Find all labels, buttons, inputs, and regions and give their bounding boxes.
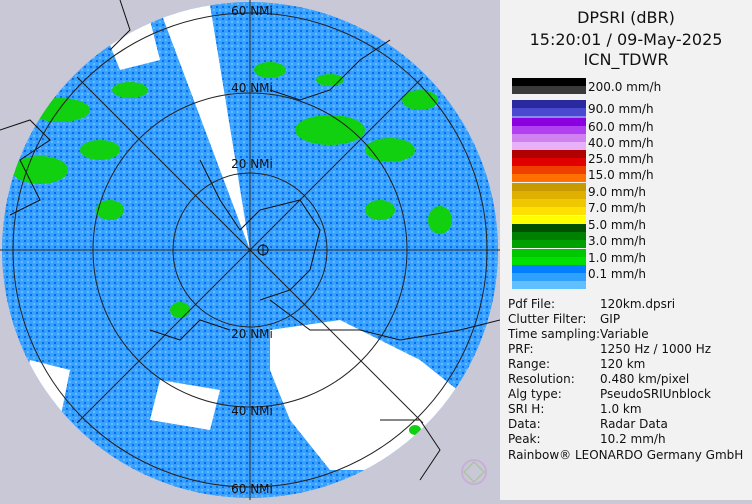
legend-swatch — [512, 224, 586, 232]
radar-map: 60 NMi 40 NMi 20 NMi 20 NMi 40 NMi 60 NM… — [0, 0, 501, 500]
info-value: 1250 Hz / 1000 Hz — [600, 342, 712, 356]
beam-blockage-wedge — [160, 5, 250, 250]
legend-swatch — [512, 78, 586, 86]
product-title: DPSRI (dBR) — [577, 8, 675, 27]
legend-label: 5.0 mm/h — [588, 218, 646, 232]
legend-swatch — [512, 142, 586, 150]
radar-svg: 60 NMi 40 NMi 20 NMi 20 NMi 40 NMi 60 NM… — [0, 0, 501, 500]
footer-credit: Rainbow® LEONARDO Germany GmbH — [508, 448, 744, 462]
info-key: Range: — [508, 357, 551, 371]
range-rings — [0, 0, 500, 500]
radar-site-marker — [257, 244, 269, 256]
legend-swatch — [512, 273, 586, 281]
legend-label: 200.0 mm/h — [588, 80, 662, 94]
legend-label: 15.0 mm/h — [588, 168, 654, 182]
info-key: Peak: — [508, 432, 541, 446]
site-title: ICN_TDWR — [583, 50, 669, 69]
legend-swatch — [512, 232, 586, 240]
info-value: 10.2 mm/h — [600, 432, 666, 446]
legend-swatch — [512, 126, 586, 134]
legend-swatch — [512, 166, 586, 174]
legend-swatch — [512, 86, 586, 94]
legend-swatch — [512, 118, 586, 126]
info-value: Variable — [600, 327, 649, 341]
legend-swatch — [512, 216, 586, 224]
leonardo-logo — [461, 459, 487, 485]
legend-swatch — [512, 191, 586, 199]
info-value: GIP — [600, 312, 621, 326]
legend-label: 0.1 mm/h — [588, 267, 646, 281]
info-value: 1.0 km — [600, 402, 642, 416]
legend-swatch — [512, 174, 586, 182]
info-value: Radar Data — [600, 417, 668, 431]
legend-label: 90.0 mm/h — [588, 102, 654, 116]
info-value: 0.480 km/pixel — [600, 372, 690, 386]
legend-swatch — [512, 207, 586, 215]
datetime-title: 15:20:01 / 09-May-2025 — [529, 30, 723, 49]
legend-swatch — [512, 158, 586, 166]
legend-swatch — [512, 108, 586, 116]
legend-swatch — [512, 265, 586, 273]
legend-swatch — [512, 134, 586, 142]
info-key: Data: — [508, 417, 541, 431]
info-key: Pdf File: — [508, 297, 556, 311]
info-key: SRI H: — [508, 402, 545, 416]
info-value: 120km.dpsri — [600, 297, 676, 311]
legend-label: 9.0 mm/h — [588, 185, 646, 199]
info-key: PRF: — [508, 342, 534, 356]
legend-swatch — [512, 249, 586, 257]
ring-label-20-bottom: 20 NMi — [231, 327, 273, 341]
legend-label: 25.0 mm/h — [588, 152, 654, 166]
legend-swatch — [512, 257, 586, 265]
info-key: Resolution: — [508, 372, 575, 386]
legend-swatch — [512, 183, 586, 191]
legend-label: 40.0 mm/h — [588, 136, 654, 150]
ring-label-60-bottom: 60 NMi — [231, 482, 273, 496]
legend-label: 1.0 mm/h — [588, 251, 646, 265]
ring-label-60-top: 60 NMi — [231, 4, 273, 18]
legend-swatch — [512, 281, 586, 289]
info-value: 120 km — [600, 357, 646, 371]
legend-swatch — [512, 100, 586, 108]
info-key: Alg type: — [508, 387, 562, 401]
ring-label-20-top: 20 NMi — [231, 157, 273, 171]
ring-label-40-top: 40 NMi — [231, 81, 273, 95]
legend-label: 60.0 mm/h — [588, 120, 654, 134]
no-data-area — [150, 380, 220, 430]
legend-swatch — [512, 150, 586, 158]
legend-panel: DPSRI (dBR) 15:20:01 / 09-May-2025 ICN_T… — [500, 0, 752, 500]
info-value: PseudoSRIUnblock — [600, 387, 711, 401]
legend-label: 7.0 mm/h — [588, 201, 646, 215]
ring-label-40-bottom: 40 NMi — [231, 404, 273, 418]
legend-swatch — [512, 199, 586, 207]
info-key: Clutter Filter: — [508, 312, 587, 326]
info-key: Time sampling: — [508, 327, 601, 341]
legend-label: 3.0 mm/h — [588, 234, 646, 248]
legend-swatch — [512, 240, 586, 248]
